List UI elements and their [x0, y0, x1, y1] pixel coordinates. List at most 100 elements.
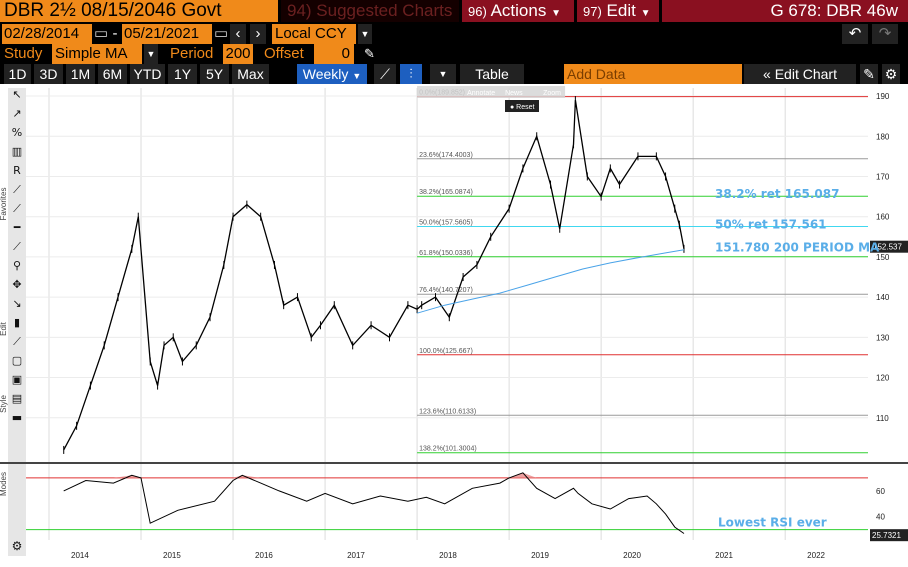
drawing-tool-icon: ⚲: [13, 259, 21, 272]
pencil-icon[interactable]: ✎: [364, 46, 375, 61]
rsi-overbought-fill: [63, 472, 684, 478]
settings-icon[interactable]: ⚙: [882, 64, 900, 84]
calendar-icon[interactable]: ▭: [94, 25, 108, 42]
fib-label: 38.2%(165.0874): [419, 189, 473, 196]
last-value-background: [870, 240, 908, 253]
drawing-tool-icon: ▢: [12, 354, 22, 367]
fibonacci-levels: 0.0%(189.852)23.6%(174.4003)38.2%(165.08…: [417, 90, 868, 454]
rsi-pane: 40 60 25.7321: [26, 472, 908, 542]
caret-down-icon: ▼: [551, 8, 561, 19]
caret-down-icon[interactable]: ▼: [430, 64, 456, 84]
drawing-tool-icon: ━: [13, 221, 21, 234]
period-button-6m[interactable]: 6M: [98, 64, 127, 84]
fib-label: 76.4%(140.7207): [419, 287, 473, 294]
bar-chart-icon[interactable]: ⫶: [400, 64, 422, 84]
line-chart-icon[interactable]: ⟋: [374, 64, 396, 84]
toolbox-item-annotate: Annotate: [467, 90, 495, 97]
edit-icon[interactable]: ✎: [860, 64, 878, 84]
toolbox-background: [417, 86, 566, 98]
date-range-bar: 02/28/2014 ▭ - 05/21/2021 ▭ ‹ › Local CC…: [0, 24, 908, 44]
caret-down-icon[interactable]: ▼: [358, 24, 372, 44]
security-name[interactable]: DBR 2½ 08/15/2046 Govt: [0, 0, 278, 22]
start-date-field[interactable]: 02/28/2014: [2, 24, 92, 44]
toolbar: 1D 3D 1M 6M YTD 1Y 5Y Max Weekly ▼ ⟋ ⫶ ▼ Table …: [0, 64, 908, 84]
y-tick-label: 190: [876, 92, 890, 101]
study-select[interactable]: Simple MA: [52, 44, 142, 64]
y-tick-label: 120: [876, 374, 890, 383]
drawing-tool-icon: ⟋: [13, 335, 21, 348]
period-button-5y[interactable]: 5Y: [200, 64, 229, 84]
edit-chart-button[interactable]: « Edit Chart: [744, 64, 856, 84]
period-button-1d[interactable]: 1D: [4, 64, 31, 84]
chart-background: [0, 84, 908, 567]
toolbox-item-zoom: Zoom: [543, 90, 561, 97]
period-field[interactable]: 200: [223, 44, 253, 64]
calendar-icon[interactable]: ▭: [214, 25, 228, 42]
y-tick-label: 110: [876, 414, 889, 423]
fib-label: 50.0%(157.5605): [419, 219, 473, 226]
actions-label: Actions: [490, 1, 547, 20]
end-date-field[interactable]: 05/21/2021: [122, 24, 212, 44]
offset-field[interactable]: 0: [314, 44, 354, 64]
y-axis: 110 120 130 140 150 160 170 180 190 152.537: [870, 92, 908, 423]
caret-down-icon: ▼: [640, 8, 651, 19]
redo-icon[interactable]: ↷: [872, 24, 898, 44]
drawing-tool-icon: ▤: [12, 392, 22, 405]
drawing-tool-icon: ✥: [12, 278, 21, 291]
period-label: Period: [170, 45, 214, 62]
x-tick-label: 2014: [71, 551, 89, 560]
drawing-tool-icon: %: [12, 126, 22, 139]
edit-label: Edit: [606, 1, 636, 20]
table-button[interactable]: Table: [460, 64, 524, 84]
drawing-tools-sidebar: [8, 88, 26, 556]
fib-label: 100.0%(125.667): [419, 348, 473, 355]
currency-select[interactable]: Local CCY: [272, 24, 356, 44]
rsi-last-value-background: [870, 529, 908, 542]
undo-icon[interactable]: ↶: [842, 24, 868, 44]
annotations: 38.2% ret 165.087 50% ret 157.561 151.780 …: [715, 187, 880, 529]
period-button-1m[interactable]: 1M: [66, 64, 95, 84]
caret-down-icon: ▼: [352, 71, 362, 81]
title-bar: DBR 2½ 08/15/2046 Govt 94) Suggested Cha…: [0, 0, 908, 22]
x-tick-label: 2016: [255, 551, 273, 560]
x-tick-label: 2015: [163, 551, 181, 560]
study-label: Study: [4, 45, 43, 62]
y-tick-label: 170: [876, 172, 890, 181]
next-icon[interactable]: ›: [250, 24, 266, 44]
x-tick-label: 2019: [531, 551, 549, 560]
y-tick-label: 130: [876, 333, 890, 342]
drawing-tool-icon: ▮: [14, 316, 20, 329]
period-button-3d[interactable]: 3D: [34, 64, 63, 84]
edit-number: 97): [583, 4, 602, 19]
caret-down-icon[interactable]: ▼: [144, 44, 158, 64]
add-data-input[interactable]: Add Data: [564, 64, 742, 84]
rsi-annotation: Lowest RSI ever: [718, 516, 827, 530]
edit-menu[interactable]: 97) Edit ▼: [577, 0, 659, 22]
reset-button-background: [505, 100, 539, 112]
drawing-tool-icon: ⟋: [13, 202, 21, 215]
period-button-1y[interactable]: 1Y: [168, 64, 197, 84]
x-tick-label: 2022: [807, 551, 825, 560]
drawing-tool-icon: ↖: [12, 88, 21, 101]
period-button-max[interactable]: Max: [232, 64, 269, 84]
grid: [0, 88, 908, 540]
chart-toolbox: Annotate News Zoom ● Reset: [417, 86, 566, 112]
x-tick-label: 2017: [347, 551, 365, 560]
drawing-tool-icon: R: [13, 164, 21, 177]
drawing-tools: ↖ ↗% ▥ R ⟋ ⟋ ━ ⟋ ⚲ ✥ ↘ ▮ ⟋ ▢ ▣ ▤ ▬ ⚙ Favorites Edit Style Mod…: [0, 88, 22, 553]
double-chevron-left-icon: «: [763, 66, 771, 82]
previous-icon[interactable]: ‹: [230, 24, 246, 44]
chart-area[interactable]: ↖ ↗% ▥ R ⟋ ⟋ ━ ⟋ ⚲ ✥ ↘ ▮ ⟋ ▢ ▣ ▤ ▬ ⚙ Favorites Edit Style Mod…: [0, 84, 908, 567]
frequency-select[interactable]: Weekly ▼: [297, 64, 367, 84]
sidebar-label: Favorites: [0, 188, 8, 221]
offset-label: Offset: [264, 45, 304, 62]
price-annotation: 50% ret 157.561: [715, 217, 827, 231]
drawing-tool-icon: ↗: [12, 107, 21, 120]
reset-button: ● Reset: [510, 104, 535, 111]
actions-menu[interactable]: 96) Actions ▼: [462, 0, 574, 22]
period-button-ytd[interactable]: YTD: [130, 64, 165, 84]
suggested-charts-button[interactable]: 94) Suggested Charts: [281, 0, 459, 22]
moving-average-line: [416, 249, 685, 314]
drawing-tool-icon: ↘: [12, 297, 21, 310]
sidebar-label: Edit: [0, 321, 8, 336]
